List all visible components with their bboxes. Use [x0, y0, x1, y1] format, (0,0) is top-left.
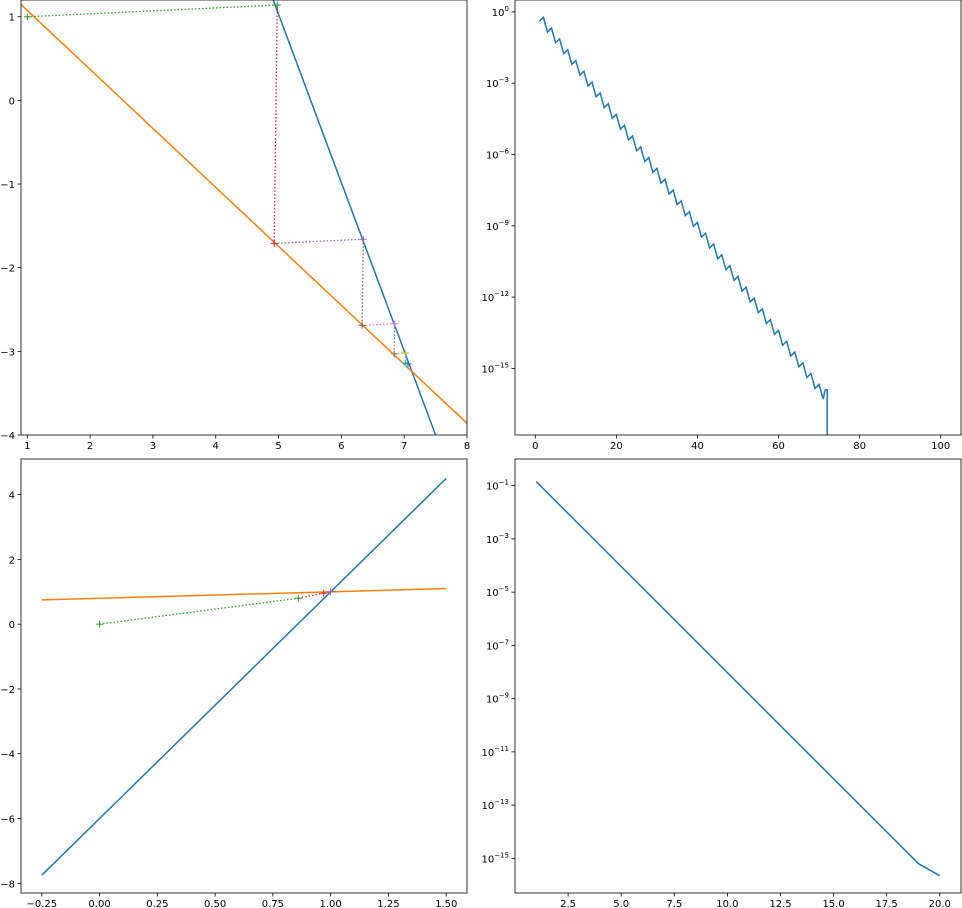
x-tick-label: 7	[401, 441, 407, 452]
x-tick-label: 0.25	[146, 899, 168, 908]
x-tick-label: 17.5	[876, 899, 898, 908]
iteration-point	[23, 13, 31, 21]
subplot-2: 0 20 40 60 80 100 100 10−3 10−6 10−9 10−12 10−15	[481, 0, 962, 452]
y-tick-label: −4	[0, 750, 15, 761]
y-tick-label: 10−6	[486, 148, 510, 162]
iteration-point	[358, 321, 366, 329]
plot-area	[535, 481, 941, 877]
iteration-point	[294, 594, 302, 602]
iteration-point	[390, 350, 398, 358]
x-tick-label: 20.0	[929, 899, 951, 908]
iteration-point	[273, 1, 281, 9]
x-tick-label: 1.00	[320, 899, 342, 908]
x-tick-label: 6	[338, 441, 344, 452]
x-tick-label: 7.5	[666, 899, 682, 908]
iteration-point	[404, 360, 412, 368]
x-tick-label: 1	[24, 441, 30, 452]
x-tick-label: 0.50	[204, 899, 226, 908]
y-tick-label: 10−7	[486, 638, 509, 652]
y-tick-label: 10−3	[486, 532, 509, 546]
series-line-2	[41, 587, 447, 601]
x-tick-label: 40	[691, 441, 704, 452]
y-tick-label: 1	[9, 13, 15, 24]
y-tick-label: 10−12	[481, 290, 509, 304]
iteration-point	[320, 589, 328, 597]
iteration-segment	[298, 592, 324, 599]
y-tick-label: 10−11	[481, 745, 509, 759]
x-tick-label: 100	[931, 441, 950, 452]
y-tick-label: 0	[9, 96, 15, 107]
plot-area	[41, 477, 447, 876]
y-tick-label: 10−13	[481, 798, 509, 812]
x-tick-label: 80	[853, 441, 866, 452]
y-tick-label: 10−9	[486, 219, 509, 233]
subplot-3: −0.25 0.00 0.25 0.50 0.75 1.00 1.25 1.50 4 2 0 −2 −4…	[0, 458, 468, 908]
x-tick-label: 2.5	[560, 899, 576, 908]
x-tick-label: 15.0	[822, 899, 844, 908]
y-tick-label: 100	[492, 5, 509, 19]
x-tick-label: 4	[213, 441, 219, 452]
x-tick-label: 0.75	[262, 899, 284, 908]
plot-area	[21, 0, 467, 435]
x-tick-label: 5	[275, 441, 281, 452]
iteration-point	[96, 620, 104, 628]
x-tick-label: −0.25	[26, 899, 57, 908]
axes-frame	[514, 458, 962, 894]
x-tick-label: 10.0	[716, 899, 738, 908]
series-line-1	[272, 0, 437, 435]
x-tick-label: 5.0	[613, 899, 629, 908]
axes-frame	[20, 0, 468, 436]
y-tick-label: 10−5	[486, 585, 509, 599]
x-tick-label: 8	[464, 441, 470, 452]
y-tick-label: 10−1	[486, 479, 509, 493]
x-tick-label: 1.50	[435, 899, 457, 908]
x-tick-label: 60	[772, 441, 785, 452]
x-tick-label: 0.00	[88, 899, 110, 908]
y-tick-label: −2	[0, 264, 15, 275]
y-tick-label: 10−9	[486, 692, 509, 706]
x-tick-label: 1.25	[377, 899, 399, 908]
axes-frame	[20, 458, 468, 894]
y-tick-label: 10−15	[481, 851, 509, 865]
x-tick-label: 12.5	[769, 899, 791, 908]
y-tick-label: 4	[9, 491, 15, 502]
iteration-point	[401, 349, 409, 357]
subplot-4: 2.5 5.0 7.5 10.0 12.5 15.0 17.5 20.0 10−1 10−3 10−…	[481, 458, 962, 908]
y-tick-label: −2	[0, 685, 15, 696]
iteration-segment	[273, 5, 278, 244]
axes-frame	[514, 0, 962, 436]
y-tick-label: −6	[0, 815, 15, 826]
y-tick-label: −8	[0, 879, 15, 890]
y-tick-label: −4	[0, 431, 15, 442]
plot-area	[538, 15, 828, 435]
y-tick-label: 0	[9, 620, 15, 631]
iteration-segment	[99, 597, 299, 625]
iteration-point	[327, 588, 335, 596]
y-tick-label: 10−3	[486, 76, 509, 90]
iteration-segment	[362, 323, 395, 327]
y-tick-label: −1	[0, 180, 15, 191]
x-tick-label: 20	[610, 441, 623, 452]
x-tick-label: 3	[150, 441, 156, 452]
iteration-segment	[274, 238, 364, 245]
iteration-segment	[393, 323, 396, 354]
iteration-segment	[27, 4, 278, 18]
y-tick-label: 10−15	[481, 361, 509, 375]
series-line-1	[41, 477, 447, 876]
series-line-1	[535, 481, 941, 877]
iteration-segment	[361, 239, 365, 326]
series-line-1	[538, 15, 828, 435]
iteration-point	[270, 239, 278, 247]
x-tick-label: 0	[532, 441, 538, 452]
iteration-point	[359, 235, 367, 243]
series-line-2	[21, 3, 467, 424]
x-tick-label: 2	[87, 441, 93, 452]
y-tick-label: 2	[9, 555, 15, 566]
y-tick-label: −3	[0, 347, 15, 358]
iteration-point	[391, 320, 399, 328]
subplot-1: 1 2 3 4 5 6 7 8 1 0 −1 −2 −3 −4	[0, 0, 470, 452]
